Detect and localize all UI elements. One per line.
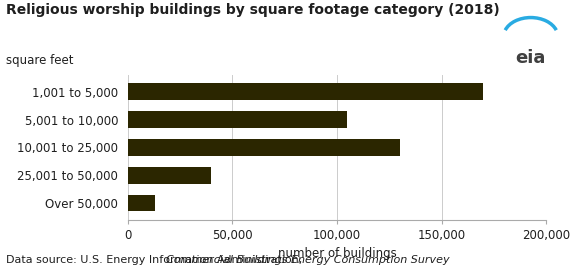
Text: square feet: square feet (6, 54, 73, 67)
Bar (128, 195, 155, 211)
Text: Data source: U.S. Energy Information Administration,: Data source: U.S. Energy Information Adm… (6, 255, 306, 265)
Text: Religious worship buildings by square footage category (2018): Religious worship buildings by square fo… (6, 3, 500, 17)
Bar (128, 83, 483, 100)
Bar (128, 139, 400, 156)
Bar (128, 111, 347, 128)
Bar (128, 167, 211, 184)
Text: Commercial Buildings Energy Consumption Survey: Commercial Buildings Energy Consumption … (166, 255, 450, 265)
Text: eia: eia (515, 49, 546, 67)
X-axis label: number of buildings: number of buildings (278, 247, 396, 260)
